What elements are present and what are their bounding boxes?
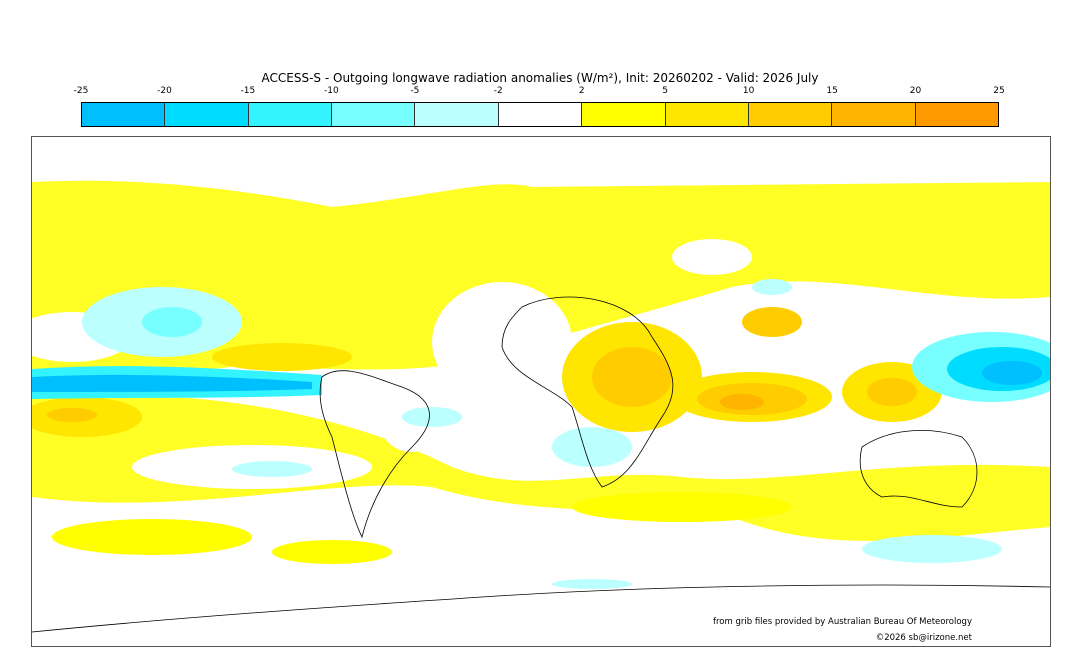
colorbar-segment — [165, 103, 249, 126]
anomaly-area — [592, 347, 672, 407]
anomaly-area — [752, 279, 792, 295]
source-credit: from grib files provided by Australian B… — [712, 617, 972, 627]
anomaly-area — [742, 307, 802, 337]
anomaly-area — [47, 408, 97, 422]
anomaly-area — [272, 540, 392, 564]
anomaly-area — [52, 519, 252, 555]
coastline-africa — [501, 296, 674, 488]
negative-anomaly-areas — [32, 279, 1050, 589]
colorbar-segment — [915, 103, 998, 126]
colorbar — [81, 102, 999, 127]
colorbar-tick-label: -10 — [324, 86, 339, 96]
anomaly-area — [552, 579, 632, 589]
colorbar-tick-label: -15 — [240, 86, 256, 96]
colorbar-tick-label: 20 — [909, 86, 922, 96]
coastline-south-america — [319, 370, 430, 539]
colorbar-tick-label: 2 — [578, 86, 585, 96]
colorbar-segment — [582, 103, 666, 126]
colorbar-segment — [498, 103, 583, 126]
anomaly-area — [32, 374, 312, 392]
anomaly-area — [862, 535, 1002, 563]
colorbar-tick-label: -20 — [157, 86, 172, 96]
coastline-australia — [859, 430, 978, 508]
colorbar-ticks: -25 -20 -15 -10 -5 -2 2 5 10 15 20 25 — [74, 86, 1005, 100]
colorbar-segment — [415, 103, 499, 126]
colorbar-tick-label: -2 — [493, 86, 503, 96]
colorbar-segment — [748, 103, 833, 126]
colorbar-segment — [332, 103, 416, 126]
colorbar-tick-label: -5 — [410, 86, 420, 96]
colorbar-tick-label: -25 — [73, 86, 89, 96]
coastline-antarctica — [32, 584, 1050, 633]
anomaly-field — [32, 180, 1050, 633]
coastlines — [32, 296, 1050, 633]
copyright-credit: ©2026 sb@irizone.net — [875, 633, 972, 643]
colorbar-segment — [832, 103, 916, 126]
anomaly-area — [232, 461, 312, 477]
colorbar-segment — [665, 103, 749, 126]
anomaly-area — [867, 378, 917, 406]
anomaly-area — [982, 361, 1042, 385]
anomaly-area — [212, 343, 352, 371]
colorbar-tick-label: 5 — [662, 86, 669, 96]
anomaly-area — [142, 307, 202, 337]
colorbar-segment — [82, 103, 166, 126]
anomaly-map — [31, 136, 1051, 647]
colorbar-tick-label: 15 — [826, 86, 838, 96]
colorbar-tick-label: 10 — [742, 86, 755, 96]
colorbar-segment — [248, 103, 333, 126]
anomaly-area — [572, 492, 792, 522]
anomaly-area — [552, 427, 632, 467]
colorbar-tick-label: 25 — [993, 86, 1005, 96]
anomaly-area — [32, 180, 1050, 392]
anomaly-area — [720, 394, 764, 410]
anomaly-area — [32, 394, 1050, 541]
map-title: ACCESS-S - Outgoing longwave radiation a… — [261, 71, 819, 85]
anomaly-area — [402, 407, 462, 427]
